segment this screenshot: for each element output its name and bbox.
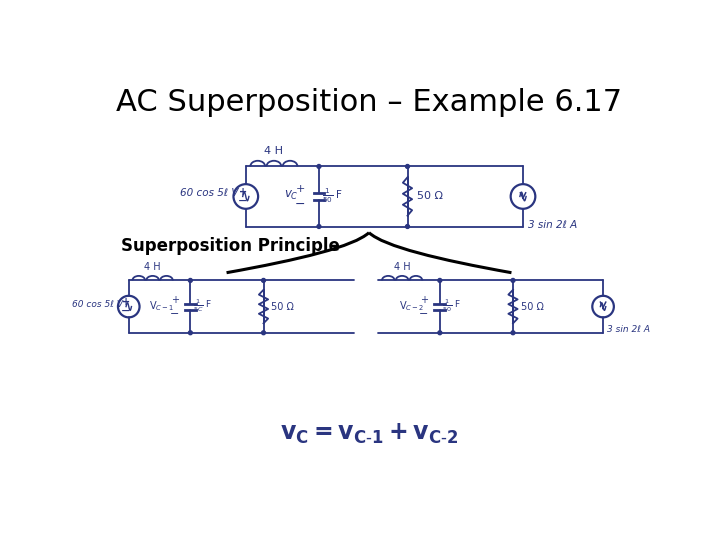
Circle shape: [261, 331, 266, 335]
Text: 60 cos 5ℓ V: 60 cos 5ℓ V: [179, 188, 238, 198]
Text: −: −: [419, 308, 428, 319]
Circle shape: [405, 225, 410, 228]
Circle shape: [511, 279, 515, 282]
Text: $\frac{1}{50}$ F: $\frac{1}{50}$ F: [442, 298, 461, 314]
Circle shape: [405, 165, 410, 168]
Text: V$_{C-1}$: V$_{C-1}$: [150, 299, 175, 313]
Circle shape: [438, 331, 442, 335]
Text: +: +: [420, 295, 428, 305]
Text: +: +: [238, 187, 247, 197]
Circle shape: [511, 331, 515, 335]
Text: 50 Ω: 50 Ω: [521, 301, 544, 312]
Circle shape: [261, 279, 266, 282]
Text: −: −: [169, 308, 179, 319]
Circle shape: [317, 225, 321, 228]
Text: 4 H: 4 H: [394, 262, 410, 272]
Circle shape: [317, 165, 321, 168]
Circle shape: [438, 279, 442, 282]
Text: +: +: [171, 295, 179, 305]
Text: −: −: [121, 306, 130, 316]
Text: $\mathbf{v_C = v_{C\text{-}1} + v_{C\text{-}2}}$: $\mathbf{v_C = v_{C\text{-}1} + v_{C\tex…: [280, 422, 458, 447]
Text: 60 cos 5ℓ V: 60 cos 5ℓ V: [71, 300, 122, 309]
Text: 50 Ω: 50 Ω: [417, 192, 443, 201]
Text: AC Superposition – Example 6.17: AC Superposition – Example 6.17: [116, 88, 622, 117]
Text: 4 H: 4 H: [264, 146, 284, 156]
Text: 4 H: 4 H: [144, 262, 161, 272]
Text: −: −: [238, 196, 248, 206]
Text: $v_C$: $v_C$: [284, 189, 299, 202]
Text: +: +: [122, 297, 130, 307]
Text: 50 Ω: 50 Ω: [271, 301, 294, 312]
Circle shape: [189, 331, 192, 335]
Text: +: +: [296, 184, 305, 194]
Text: V$_{C-2}$: V$_{C-2}$: [399, 299, 425, 313]
Text: $\frac{1}{5C}$ F: $\frac{1}{5C}$ F: [193, 298, 212, 314]
Text: $\frac{1}{50}$ F: $\frac{1}{50}$ F: [322, 186, 343, 205]
Text: −: −: [294, 198, 305, 211]
Text: Superposition Principle: Superposition Principle: [121, 237, 340, 255]
Text: 3 sin 2ℓ A: 3 sin 2ℓ A: [528, 220, 577, 229]
Circle shape: [189, 279, 192, 282]
Text: 3 sin 2ℓ A: 3 sin 2ℓ A: [607, 325, 650, 334]
